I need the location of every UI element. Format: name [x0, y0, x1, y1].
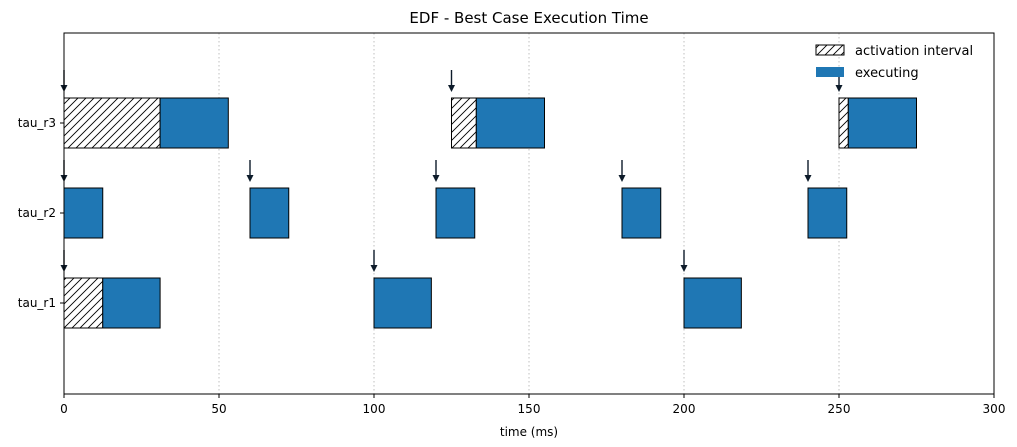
- grid: [218, 33, 840, 394]
- activation-bar-tau_r3: [838, 97, 849, 149]
- activation-arrow-head: [680, 265, 688, 272]
- x-tick-label: 200: [673, 402, 696, 416]
- x-axis-ticks: 0 50 100 150 200 250 300: [60, 394, 1005, 416]
- activation-arrow-head: [370, 265, 378, 272]
- x-tick-label: 150: [518, 402, 541, 416]
- x-tick-label: 0: [60, 402, 68, 416]
- executing-bar-tau_r2: [249, 187, 290, 239]
- legend: activation interval executing: [815, 44, 973, 81]
- executing-bar-tau_r3: [159, 97, 229, 149]
- activation-arrow-head: [448, 85, 455, 92]
- executing-bar-tau_r3: [475, 97, 545, 149]
- executing-bar-tau_r2: [807, 187, 848, 239]
- activation-arrow-head: [618, 175, 626, 182]
- legend-activation-swatch: [815, 44, 845, 56]
- x-tick-label: 300: [983, 402, 1006, 416]
- legend-executing-swatch: [816, 67, 844, 77]
- executing-bar-tau_r1: [102, 277, 161, 329]
- executing-bar-tau_r1: [683, 277, 742, 329]
- activation-bar-tau_r1: [63, 277, 104, 329]
- activation-arrow-head: [804, 175, 812, 182]
- activation-arrow-head: [432, 175, 440, 182]
- executing-bar-tau_r2: [435, 187, 476, 239]
- task-bars: [63, 97, 917, 329]
- y-tick-label-tau_r3: tau_r3: [18, 116, 56, 130]
- legend-executing-label: executing: [855, 66, 919, 81]
- x-tick-label: 250: [828, 402, 851, 416]
- executing-bar-tau_r2: [621, 187, 662, 239]
- executing-bar-tau_r3: [847, 97, 917, 149]
- x-tick-label: 50: [211, 402, 226, 416]
- activation-bar-tau_r3: [63, 97, 161, 149]
- x-tick-label: 100: [363, 402, 386, 416]
- activation-bar-tau_r3: [451, 97, 477, 149]
- x-axis-label: time (ms): [500, 425, 558, 439]
- chart-title: EDF - Best Case Execution Time: [409, 9, 648, 27]
- executing-bar-tau_r1: [373, 277, 432, 329]
- activation-arrow-head: [246, 175, 254, 182]
- executing-bar-tau_r2: [63, 187, 104, 239]
- y-tick-label-tau_r1: tau_r1: [18, 296, 56, 310]
- activation-arrow-head: [835, 85, 843, 92]
- y-tick-label-tau_r2: tau_r2: [18, 206, 56, 220]
- legend-activation-label: activation interval: [855, 44, 973, 59]
- y-axis-ticks: tau_r3 tau_r2 tau_r1: [18, 116, 64, 310]
